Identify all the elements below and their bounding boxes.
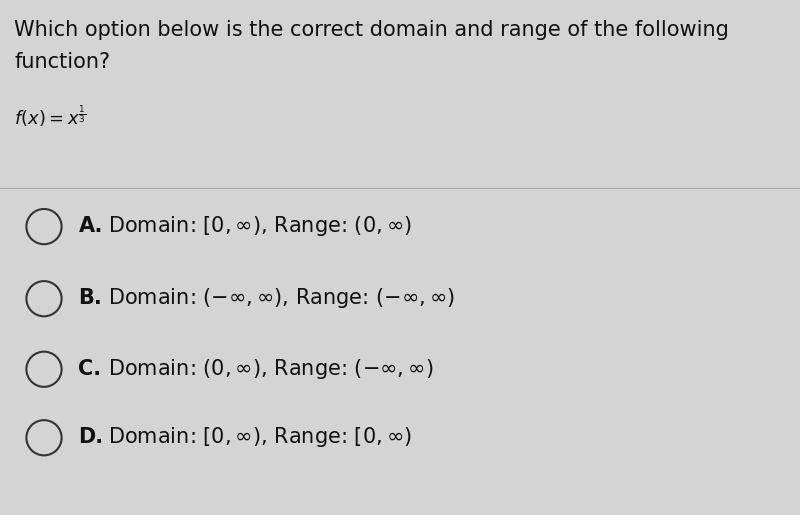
Text: A.: A.	[78, 216, 102, 236]
Text: B.: B.	[78, 288, 102, 308]
Text: D.: D.	[78, 427, 103, 447]
Text: $f(x) = x^{\frac{1}{3}}$: $f(x) = x^{\frac{1}{3}}$	[14, 103, 86, 129]
Text: Domain: $(-\infty,\infty)$, Range: $(-\infty,\infty)$: Domain: $(-\infty,\infty)$, Range: $(-\i…	[108, 286, 455, 310]
Text: Domain: $[0,\infty)$, Range: $[0,\infty)$: Domain: $[0,\infty)$, Range: $[0,\infty)…	[108, 425, 412, 449]
Text: Domain: $[0,\infty)$, Range: $(0,\infty)$: Domain: $[0,\infty)$, Range: $(0,\infty)…	[108, 214, 412, 238]
Text: Domain: $(0,\infty)$, Range: $(-\infty,\infty)$: Domain: $(0,\infty)$, Range: $(-\infty,\…	[108, 357, 434, 381]
Text: Which option below is the correct domain and range of the following: Which option below is the correct domain…	[14, 20, 730, 40]
Text: C.: C.	[78, 359, 102, 379]
Text: function?: function?	[14, 52, 110, 72]
